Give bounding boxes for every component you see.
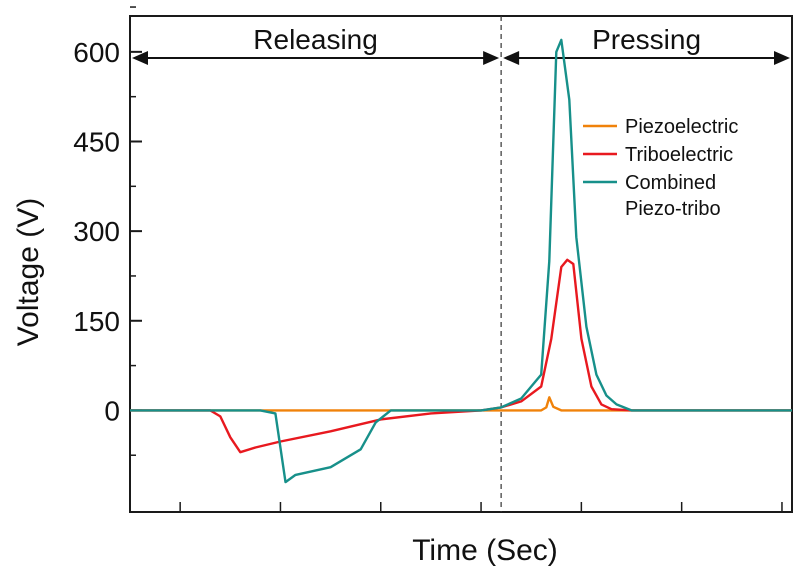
region-arrow: Pressing: [503, 24, 790, 65]
y-tick-label: 150: [73, 306, 120, 337]
series-line: [130, 258, 792, 454]
legend-label-line: Piezo-tribo: [625, 198, 721, 220]
region-label: Releasing: [253, 24, 378, 55]
arrow-head-left: [132, 51, 148, 65]
y-tick-labels: 0 150 300 450 600: [73, 37, 120, 427]
arrow-head-right: [483, 51, 500, 65]
y-tick-label: 450: [73, 126, 120, 157]
region-annotations: Releasing Pressing: [132, 24, 790, 65]
legend-label-line: Combined: [625, 172, 716, 194]
plot-frame: [129, 15, 793, 513]
region-arrow: Releasing: [132, 24, 500, 65]
y-axis-label: Voltage (V): [12, 198, 45, 346]
x-axis-label: Time (Sec): [412, 534, 558, 566]
series-line: [130, 396, 792, 412]
y-tick-label: 600: [73, 37, 120, 68]
series-lines: [130, 38, 792, 484]
legend-label: Piezoelectric: [625, 116, 738, 138]
region-label: Pressing: [592, 24, 701, 55]
legend-label: Triboelectric: [625, 144, 733, 166]
arrow-head-left: [503, 51, 520, 65]
axis-ticks: [130, 6, 783, 512]
legend-label: Combined Piezo-tribo: [625, 172, 721, 220]
series-line: [130, 38, 792, 484]
y-tick-label: 300: [73, 216, 120, 247]
y-tick-label: 0: [104, 395, 120, 426]
arrow-head-right: [774, 51, 790, 65]
legend: Piezoelectric Triboelectric Combined Piezo-…: [583, 116, 738, 220]
